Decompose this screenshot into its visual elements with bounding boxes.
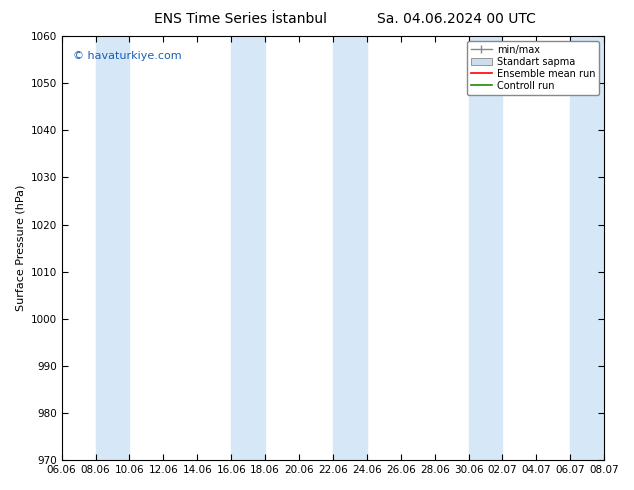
Text: © havaturkiye.com: © havaturkiye.com	[72, 51, 181, 61]
Y-axis label: Surface Pressure (hPa): Surface Pressure (hPa)	[15, 185, 25, 311]
Bar	[231, 36, 265, 460]
Bar	[333, 36, 367, 460]
Text: ENS Time Series İstanbul: ENS Time Series İstanbul	[155, 12, 327, 26]
Legend: min/max, Standart sapma, Ensemble mean run, Controll run: min/max, Standart sapma, Ensemble mean r…	[467, 41, 599, 95]
Text: Sa. 04.06.2024 00 UTC: Sa. 04.06.2024 00 UTC	[377, 12, 536, 26]
Bar	[96, 36, 129, 460]
Bar	[469, 36, 503, 460]
Bar	[570, 36, 604, 460]
